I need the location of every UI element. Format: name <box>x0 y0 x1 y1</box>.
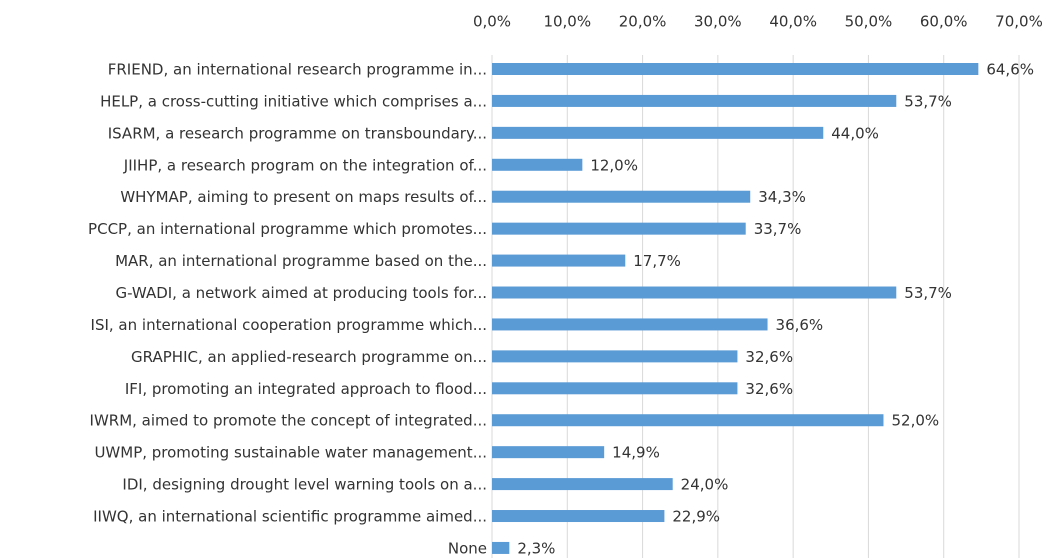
data-label: 53,7% <box>904 284 952 302</box>
bar <box>492 382 738 395</box>
y-tick-label: IIWQ, an international scientific progra… <box>93 508 487 526</box>
bar <box>492 541 510 554</box>
bar <box>492 63 979 75</box>
bar <box>492 414 884 427</box>
data-label: 33,7% <box>754 220 802 238</box>
data-label: 17,7% <box>633 252 681 270</box>
bar <box>492 286 897 299</box>
bar <box>492 446 605 459</box>
data-label: 36,6% <box>776 316 824 334</box>
y-tick-label: MAR, an international programme based on… <box>115 252 487 270</box>
y-tick-label: IDI, designing drought level warning too… <box>122 476 487 494</box>
bar <box>492 94 897 107</box>
y-tick-label: IFI, promoting an integrated approach to… <box>125 380 487 398</box>
y-tick-label: HELP, a cross-cutting initiative which c… <box>100 92 487 110</box>
x-tick-label: 70,0% <box>995 13 1043 31</box>
x-tick-label: 50,0% <box>845 13 893 31</box>
x-tick-label: 20,0% <box>619 13 667 31</box>
data-label: 52,0% <box>891 412 939 430</box>
data-label: 22,9% <box>672 508 720 526</box>
x-tick-label: 0,0% <box>473 13 511 31</box>
x-tick-label: 10,0% <box>543 13 591 31</box>
x-tick-label: 40,0% <box>769 13 817 31</box>
x-tick-label: 30,0% <box>694 13 742 31</box>
y-tick-label: ISARM, a research programme on transboun… <box>108 124 487 142</box>
data-label: 32,6% <box>745 348 793 366</box>
data-label: 2,3% <box>517 539 555 557</box>
bar <box>492 190 751 203</box>
data-label: 12,0% <box>590 156 638 174</box>
data-label: 34,3% <box>758 188 806 206</box>
bar <box>492 510 665 523</box>
y-tick-label: G-WADI, a network aimed at producing too… <box>116 284 488 302</box>
bar <box>492 222 746 235</box>
bar <box>492 318 768 331</box>
data-label: 64,6% <box>986 61 1034 79</box>
y-tick-label: None <box>448 539 487 557</box>
y-tick-label: ISI, an international cooperation progra… <box>91 316 487 334</box>
y-tick-label: IWRM, aimed to promote the concept of in… <box>90 412 487 430</box>
x-tick-label: 60,0% <box>920 13 968 31</box>
y-tick-label: FRIEND, an international research progra… <box>108 61 487 79</box>
y-tick-label: GRAPHIC, an applied-research programme o… <box>131 348 487 366</box>
bar <box>492 254 626 267</box>
y-tick-label: PCCP, an international programme which p… <box>88 220 487 238</box>
data-label: 53,7% <box>904 92 952 110</box>
data-label: 44,0% <box>831 124 879 142</box>
bar <box>492 350 738 363</box>
data-label: 32,6% <box>745 380 793 398</box>
y-tick-label: JIIHP, a research program on the integra… <box>123 156 487 174</box>
data-label: 14,9% <box>612 444 660 462</box>
y-tick-label: UWMP, promoting sustainable water manage… <box>94 444 487 462</box>
bar <box>492 158 583 171</box>
bar <box>492 126 824 139</box>
bar <box>492 478 673 491</box>
data-label: 24,0% <box>681 476 729 494</box>
y-tick-label: WHYMAP, aiming to present on maps result… <box>120 188 487 206</box>
